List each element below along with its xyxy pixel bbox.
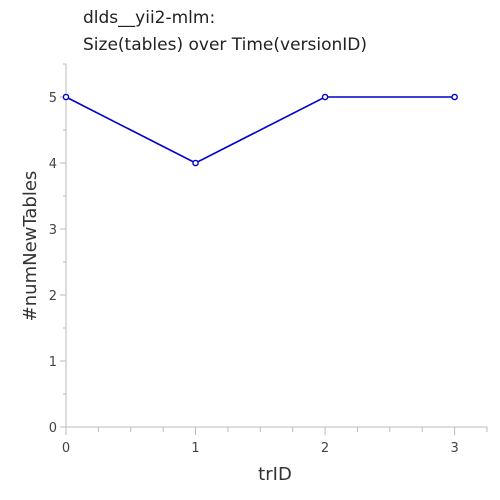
x-ticks: 0 1 2 3 <box>62 427 488 456</box>
y-ticks: 0 1 2 3 4 5 <box>49 63 66 436</box>
data-point <box>192 159 199 167</box>
x-tick-label: 1 <box>191 441 199 456</box>
series-layer <box>62 93 458 167</box>
y-axis-label: #numNewTables <box>20 171 41 322</box>
x-tick-label: 2 <box>321 441 329 456</box>
x-tick-label: 3 <box>450 441 458 456</box>
chart-title-line-1: dlds__yii2-mlm: <box>83 8 215 28</box>
x-tick-label: 0 <box>62 441 70 456</box>
y-tick-label: 4 <box>49 157 57 172</box>
y-tick-label: 2 <box>49 289 57 304</box>
x-axis-label: trID <box>258 464 292 485</box>
y-tick-label: 3 <box>49 223 57 238</box>
y-tick-label: 1 <box>49 355 57 370</box>
y-tick-label: 0 <box>49 421 57 436</box>
data-point <box>62 93 70 101</box>
axes <box>65 64 487 428</box>
chart-title: dlds__yii2-mlm: Size(tables) over Time(v… <box>83 8 367 55</box>
data-point <box>321 93 329 101</box>
series-line <box>65 96 455 164</box>
y-tick-label: 5 <box>49 91 57 106</box>
chart-title-line-2: Size(tables) over Time(versionID) <box>83 35 367 55</box>
data-point <box>451 93 458 101</box>
